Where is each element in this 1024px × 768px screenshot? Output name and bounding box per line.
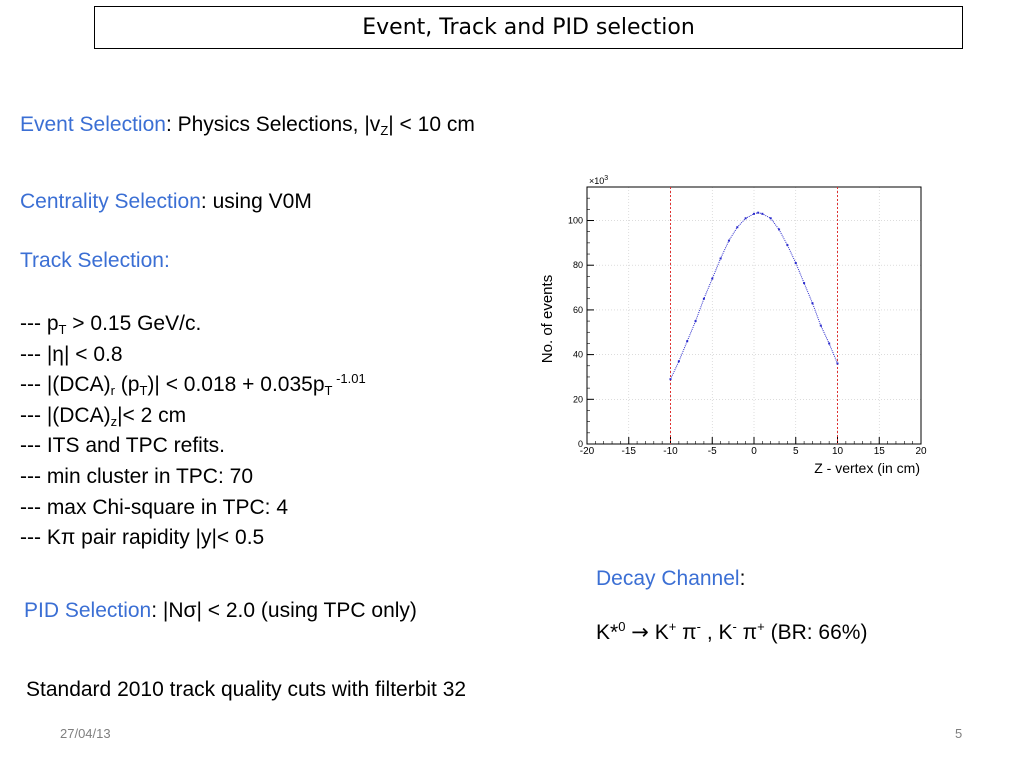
slide-page-number: 5 [955, 726, 963, 741]
chart-background [532, 174, 934, 488]
data-point [803, 282, 806, 285]
piplus-symbol: π [736, 621, 758, 644]
cut-dcar-sub-t: T [139, 383, 148, 399]
chart-points [669, 211, 839, 381]
kplus-sup: + [668, 619, 677, 634]
y-tick-label: 0 [578, 439, 583, 449]
kminus-symbol: , K [700, 621, 733, 644]
chart-cut-lines [670, 187, 838, 444]
x-tick-label: 15 [874, 446, 886, 457]
y-tick-label: 20 [573, 394, 583, 404]
y-multiplier-label: ×103 [589, 175, 608, 186]
cut-pt-text: --- p [20, 312, 59, 335]
data-point [686, 340, 689, 343]
track-cuts-list: --- pT > 0.15 GeV/c. --- |η| < 0.8 --- |… [20, 309, 366, 554]
cut-min-cluster: --- min cluster in TPC: 70 [20, 464, 253, 488]
event-selection-label: Event Selection [20, 113, 166, 136]
track-selection-heading: Track Selection: [20, 249, 170, 272]
y-tick-label: 60 [573, 305, 583, 315]
zvertex-chart: -20 -15 -10 -5 0 5 10 15 20 0 20 40 60 80 100 ×103 No.… [532, 174, 934, 488]
pid-selection-text: : |Nσ| < 2.0 (using TPC only) [151, 599, 417, 622]
branching-ratio: (BR: 66%) [764, 621, 868, 644]
cut-refit: --- ITS and TPC refits. [20, 434, 225, 458]
decay-channel-label: Decay Channel [596, 567, 740, 590]
event-selection-line: Event Selection: Physics Selections, |vZ… [20, 113, 475, 137]
data-point [836, 362, 839, 365]
centrality-selection-label: Centrality Selection [20, 190, 201, 213]
kstar-sup: 0 [618, 619, 626, 634]
x-tick-label: 10 [832, 446, 844, 457]
cut-dcaz-text: --- |(DCA) [20, 403, 111, 427]
kstar-symbol: K* [596, 621, 619, 644]
piminus-symbol: π [676, 621, 697, 644]
cut-dcar-exponent: -1.01 [332, 371, 366, 387]
cut-dcar-value: )| < 0.018 + 0.035p [147, 373, 325, 397]
x-axis-label: Z - vertex (in cm) [814, 460, 920, 476]
x-tick-label: -15 [622, 446, 637, 457]
data-point [794, 261, 797, 264]
slide-title: Event, Track and PID selection [94, 6, 963, 49]
y-axis-label: No. of events [539, 275, 556, 363]
centrality-selection-line: Centrality Selection: using V0M [20, 190, 312, 214]
cut-dca-z: --- |(DCA)z|< 2 cm [20, 401, 366, 432]
y-multiplier-exponent: 3 [604, 175, 608, 182]
centrality-selection-text: : using V0M [200, 190, 312, 213]
kminus-sup: - [732, 619, 737, 634]
slide-date: 27/04/13 [60, 726, 111, 741]
data-point [677, 360, 680, 363]
data-point [811, 302, 814, 305]
cut-dcaz-value: |< 2 cm [117, 403, 187, 427]
event-selection-cut: | < 10 cm [388, 113, 475, 136]
cut-dcar-sub-t2: T [324, 383, 333, 399]
x-tick-label: 5 [793, 446, 799, 457]
cut-rapidity: --- Kπ pair rapidity |y|< 0.5 [20, 526, 265, 550]
cut-pt: --- pT > 0.15 GeV/c. [20, 309, 366, 340]
cut-pt-value: > 0.15 GeV/c. [66, 312, 202, 335]
data-point [786, 244, 789, 247]
data-series-line [670, 212, 838, 380]
decay-channel-formula: K*0 → K+ π- , K- π+ (BR: 66%) [596, 620, 867, 645]
event-selection-text: : Physics Selections, |v [165, 113, 381, 136]
arrow-icon: → [631, 620, 649, 644]
chart-ticks: -20 -15 -10 -5 0 5 10 15 20 0 20 40 60 80 100 [568, 186, 927, 457]
x-tick-label: 0 [751, 446, 757, 457]
y-tick-label: 100 [568, 216, 583, 226]
cut-dcaz-sub: z [110, 413, 118, 429]
data-point [753, 212, 755, 215]
x-tick-label: 20 [915, 446, 927, 457]
kplus-symbol: K [648, 621, 669, 644]
vz-subscript: Z [380, 123, 389, 138]
data-point [702, 297, 705, 300]
cut-eta: --- |η| < 0.8 [20, 342, 123, 366]
piplus-sup: + [757, 619, 765, 634]
decay-channel-heading: Decay Channel: [596, 567, 745, 591]
cut-dcar-sub-r: r [110, 383, 115, 399]
x-tick-label: -5 [708, 446, 717, 457]
data-point [694, 320, 697, 323]
piminus-sup: - [696, 619, 701, 634]
pid-selection-line: PID Selection: |Nσ| < 2.0 (using TPC onl… [24, 599, 417, 623]
y-tick-label: 40 [573, 350, 583, 360]
standard-cuts-note: Standard 2010 track quality cuts with fi… [26, 678, 467, 701]
decay-channel-colon: : [739, 567, 746, 590]
x-tick-label: -10 [663, 446, 678, 457]
cut-dcar-pt: (p [114, 373, 140, 397]
cut-pt-sub: T [58, 322, 67, 337]
x-tick-label: -20 [580, 446, 595, 457]
cut-chi-square: --- max Chi-square in TPC: 4 [20, 495, 289, 519]
y-tick-label: 80 [573, 260, 583, 270]
cut-dca-r: --- |(DCA)r (pT)| < 0.018 + 0.035pT -1.0… [20, 370, 366, 401]
pid-selection-label: PID Selection [24, 599, 152, 622]
cut-dcar-text: --- |(DCA) [20, 373, 111, 397]
